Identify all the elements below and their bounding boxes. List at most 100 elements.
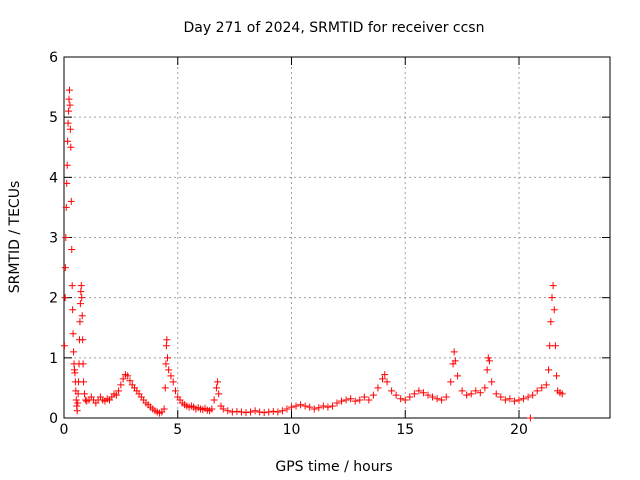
y-tick-label: 1 xyxy=(49,351,58,367)
chart-title: Day 271 of 2024, SRMTID for receiver ccs… xyxy=(184,20,485,36)
data-point xyxy=(63,179,71,187)
data-point xyxy=(315,404,323,412)
data-point xyxy=(62,203,70,211)
data-point xyxy=(76,300,84,308)
data-point xyxy=(342,396,350,404)
data-point xyxy=(62,234,70,241)
data-point xyxy=(61,294,69,302)
data-point xyxy=(485,357,493,365)
data-point xyxy=(401,396,409,404)
data-point xyxy=(497,393,505,401)
data-point xyxy=(63,161,71,169)
data-point xyxy=(124,372,132,380)
data-point xyxy=(163,336,171,344)
data-point xyxy=(228,408,236,416)
data-point xyxy=(547,318,555,326)
data-point xyxy=(126,377,134,385)
data-point xyxy=(210,396,218,404)
data-point xyxy=(224,407,232,415)
data-point xyxy=(161,384,169,392)
data-point xyxy=(247,408,255,416)
y-axis-label: SRMTID / TECUs xyxy=(7,181,23,294)
data-point xyxy=(69,330,77,338)
data-point xyxy=(256,408,264,416)
data-point xyxy=(73,407,81,415)
data-point xyxy=(69,306,77,314)
data-point xyxy=(369,391,377,399)
data-point xyxy=(310,405,318,413)
data-point xyxy=(542,381,550,389)
data-point xyxy=(66,125,74,133)
data-point xyxy=(215,390,223,398)
data-point xyxy=(433,395,441,403)
data-point xyxy=(451,357,459,365)
data-point xyxy=(551,342,559,350)
data-point xyxy=(533,387,541,395)
data-point xyxy=(406,393,414,401)
data-point xyxy=(476,389,484,397)
data-point xyxy=(319,402,327,410)
data-point xyxy=(76,318,84,326)
data-point xyxy=(510,397,518,405)
data-point xyxy=(288,403,295,411)
data-point xyxy=(501,396,509,404)
data-point xyxy=(419,389,427,397)
data-point xyxy=(306,403,314,411)
data-point xyxy=(383,378,391,386)
data-point xyxy=(292,402,300,410)
data-point xyxy=(515,396,523,404)
data-point xyxy=(65,86,73,94)
data-point xyxy=(550,306,558,314)
data-point xyxy=(492,390,500,398)
data-point xyxy=(117,381,125,389)
data-point xyxy=(112,391,120,399)
data-point xyxy=(167,372,175,380)
data-point xyxy=(467,390,475,398)
data-point xyxy=(506,395,514,403)
y-tick-label: 6 xyxy=(49,50,58,66)
y-tick-label: 5 xyxy=(49,110,58,126)
grid xyxy=(64,57,610,418)
data-point xyxy=(74,399,82,407)
data-point xyxy=(463,391,471,399)
x-tick-label: 15 xyxy=(396,422,414,438)
data-point xyxy=(356,396,364,404)
data-point xyxy=(162,360,170,368)
data-point xyxy=(447,378,455,386)
data-point xyxy=(297,401,305,409)
data-point xyxy=(64,137,72,145)
data-point xyxy=(458,387,466,395)
data-point xyxy=(488,378,496,386)
data-point xyxy=(115,387,123,395)
data-points xyxy=(60,86,566,422)
data-point xyxy=(328,402,336,410)
data-point xyxy=(60,342,68,350)
data-point xyxy=(77,282,85,290)
data-point xyxy=(65,107,73,115)
data-point xyxy=(237,408,245,416)
data-point xyxy=(392,391,400,399)
data-point xyxy=(214,378,222,386)
data-point xyxy=(381,371,389,379)
data-point xyxy=(160,405,168,413)
y-tick-label: 0 xyxy=(49,411,58,427)
data-point xyxy=(549,282,557,290)
data-point xyxy=(65,95,73,103)
x-tick-label: 10 xyxy=(283,422,301,438)
data-point xyxy=(80,390,88,398)
data-point xyxy=(483,366,491,374)
data-point xyxy=(472,387,480,395)
data-point xyxy=(212,384,220,392)
data-point xyxy=(365,396,373,404)
data-point xyxy=(347,395,355,403)
data-point xyxy=(526,414,534,422)
data-point xyxy=(481,384,489,392)
data-point xyxy=(450,348,458,356)
data-point xyxy=(379,375,386,383)
data-point xyxy=(520,395,528,403)
data-point xyxy=(274,408,282,416)
data-point xyxy=(165,366,173,374)
data-point xyxy=(324,403,332,411)
data-point xyxy=(265,408,273,416)
